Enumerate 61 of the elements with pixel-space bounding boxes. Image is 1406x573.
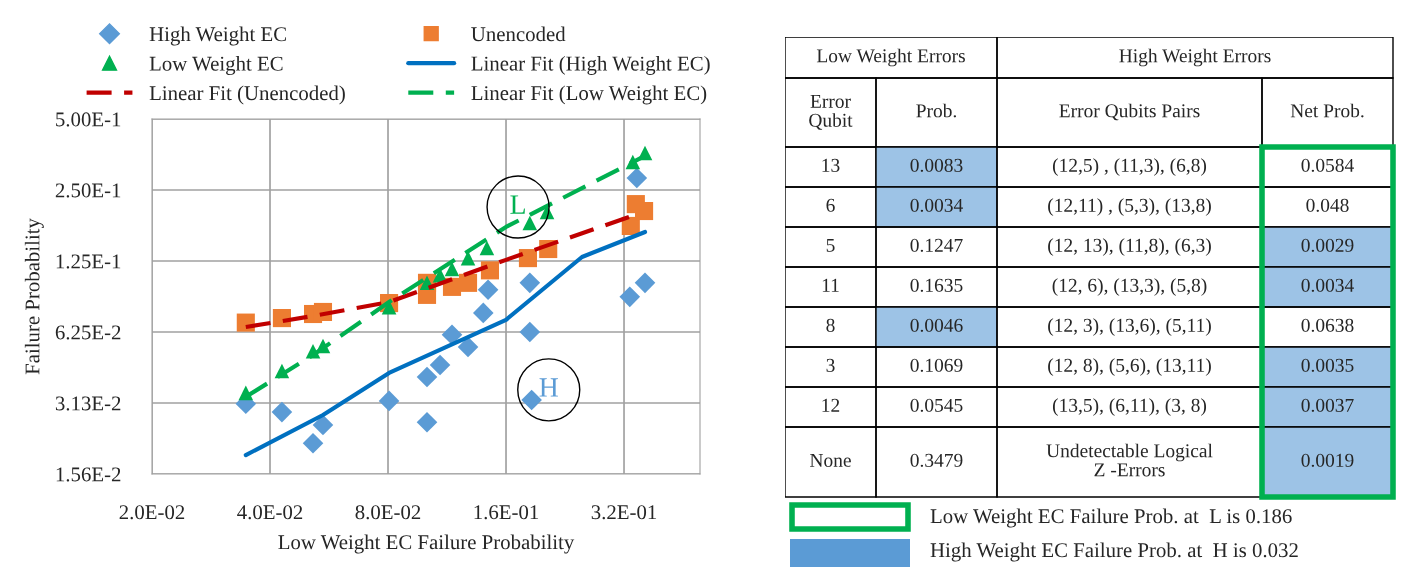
category-label: Net Prob. xyxy=(1290,103,1364,118)
text: 8 xyxy=(826,318,835,332)
text: 0.0083 xyxy=(910,158,963,172)
text: 3 xyxy=(826,358,835,372)
annotation: H xyxy=(539,378,558,397)
text: 0.0638 xyxy=(1301,318,1354,332)
text: 0.0034 xyxy=(910,198,963,212)
text: (13,5), (6,11), (3, 8) xyxy=(1052,398,1207,416)
text: 0.048 xyxy=(1306,198,1349,212)
category-label: Error Qubits Pairs xyxy=(1059,103,1200,121)
legend-label: Linear Fit (High Weight EC) xyxy=(471,55,710,75)
legend-label: Linear Fit (Unencoded) xyxy=(149,85,345,105)
text: 13 xyxy=(822,158,840,172)
y-tick-label: 3.13E-2 xyxy=(55,396,121,411)
x-tick-label: 3.2E-01 xyxy=(591,505,657,520)
text: 0.1247 xyxy=(910,238,963,252)
text: 0.0035 xyxy=(1301,358,1354,372)
text: 0.0037 xyxy=(1301,398,1354,412)
legend-label: Unencoded xyxy=(471,26,566,42)
text: 0.1069 xyxy=(910,358,963,372)
text: 0.0029 xyxy=(1301,238,1354,252)
y-tick-label: 1.56E-2 xyxy=(56,467,121,482)
text: None xyxy=(810,453,851,467)
text: High Weight Errors xyxy=(1119,48,1271,67)
y-tick-label: 5.00E-1 xyxy=(56,112,121,127)
text: Low Weight EC Failure Prob. at L is 0.186 xyxy=(930,508,1292,528)
text: 0.1635 xyxy=(910,278,963,292)
text: 0.0019 xyxy=(1301,453,1354,467)
text: 0.0584 xyxy=(1301,158,1354,172)
text: 0.0545 xyxy=(910,398,963,412)
x-tick-label: 1.6E-01 xyxy=(474,505,539,520)
category-label: Error Qubit xyxy=(809,94,853,130)
text: 11 xyxy=(822,278,839,292)
x-tick-label: 4.0E-02 xyxy=(237,505,303,520)
text: 12 xyxy=(822,398,840,412)
text: (12, 3), (13,6), (5,11) xyxy=(1048,318,1211,336)
text: 6 xyxy=(826,198,835,212)
x-axis-title: Low Weight EC Failure Probability xyxy=(278,534,575,554)
text: (12,5) , (11,3), (6,8) xyxy=(1052,158,1207,176)
category-label: Prob. xyxy=(916,103,957,118)
y-tick-label: 2.50E-1 xyxy=(55,183,121,198)
y-tick-label: 6.25E-2 xyxy=(55,325,121,340)
annotation: L xyxy=(510,195,525,214)
x-tick-label: 2.0E-02 xyxy=(119,505,185,520)
legend-label: Linear Fit (Low Weight EC) xyxy=(471,85,707,105)
y-tick-label: 1.25E-1 xyxy=(56,254,121,269)
y-axis-title: Failure Probability xyxy=(24,218,44,375)
text: 5 xyxy=(826,238,835,252)
text: Low Weight Errors xyxy=(816,48,965,67)
text: (12,11) , (5,3), (13,8) xyxy=(1048,198,1211,216)
text: 0.0034 xyxy=(1301,278,1354,292)
legend-label: High Weight EC xyxy=(149,26,286,46)
text: (12, 6), (13,3), (5,8) xyxy=(1052,278,1207,296)
legend-label: Low Weight EC xyxy=(149,56,283,75)
text: (12, 8), (5,6), (13,11) xyxy=(1048,358,1211,376)
text: High Weight EC Failure Prob. at H is 0.032 xyxy=(930,542,1298,562)
text: 0.0046 xyxy=(910,318,963,332)
text: 0.3479 xyxy=(910,453,963,467)
text: Undetectable Logical Z -Errors xyxy=(1046,443,1213,477)
text: (12, 13), (11,8), (6,3) xyxy=(1048,238,1211,256)
x-tick-label: 8.0E-02 xyxy=(355,505,421,520)
